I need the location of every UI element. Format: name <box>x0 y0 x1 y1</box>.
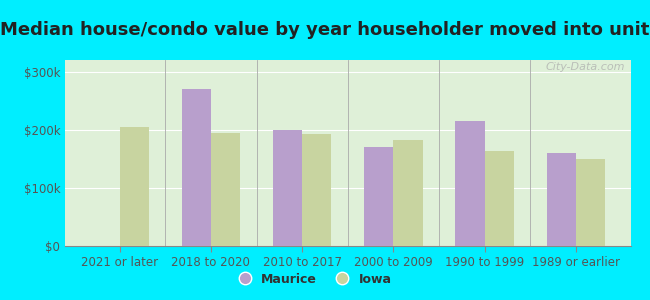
Bar <box>182 89 211 246</box>
Bar <box>364 147 393 246</box>
Text: City-Data.com: City-Data.com <box>545 62 625 72</box>
Bar <box>273 130 302 246</box>
Bar <box>456 121 484 246</box>
Bar <box>576 159 605 246</box>
Bar <box>547 153 576 246</box>
Bar <box>484 151 514 246</box>
Bar <box>302 134 332 246</box>
Legend: Maurice, Iowa: Maurice, Iowa <box>227 268 396 291</box>
Bar <box>120 127 149 246</box>
Bar <box>211 133 240 246</box>
Text: Median house/condo value by year householder moved into unit: Median house/condo value by year househo… <box>0 21 650 39</box>
Bar <box>393 140 422 246</box>
